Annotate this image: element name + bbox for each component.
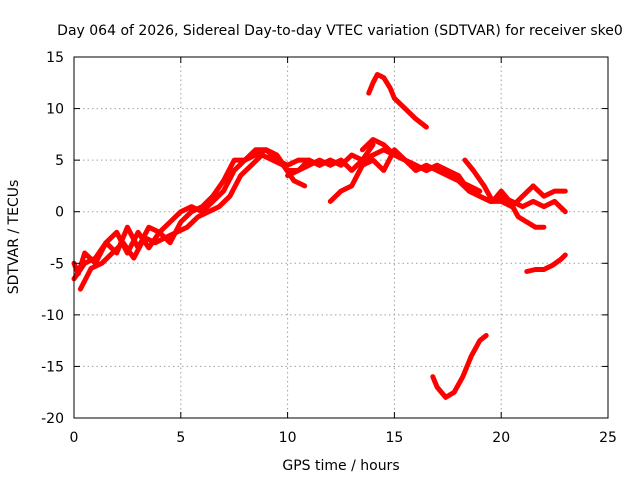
series-line-8	[366, 72, 429, 130]
series-line-7	[462, 157, 547, 230]
y-tick-label: -5	[50, 256, 64, 272]
x-tick-label: 0	[70, 430, 79, 446]
y-tick-label: -20	[41, 411, 64, 427]
y-tick-label: 0	[55, 205, 64, 221]
grid-lines	[74, 57, 608, 418]
axis-ticks	[73, 56, 609, 419]
x-tick-label: 25	[599, 430, 617, 446]
y-tick-label: 15	[46, 50, 64, 66]
x-tick-label: 20	[492, 430, 510, 446]
y-tick-label: -10	[41, 308, 64, 324]
x-axis-tick-labels: 0 5 10 15 20 25	[70, 430, 617, 446]
series-line-5	[327, 147, 568, 215]
series-layer	[71, 72, 568, 400]
x-tick-label: 10	[279, 430, 297, 446]
series-line-6	[359, 137, 568, 210]
x-tick-label: 5	[176, 430, 185, 446]
x-axis-label: GPS time / hours	[282, 458, 399, 474]
x-tick-label: 15	[385, 430, 403, 446]
series-line-10	[524, 252, 568, 274]
series-line-3	[77, 152, 308, 292]
chart-title: Day 064 of 2026, Sidereal Day-to-day VTE…	[57, 23, 623, 39]
y-axis-tick-labels: -20 -15 -10 -5 0 5 10 15	[41, 50, 64, 427]
y-tick-label: 10	[46, 102, 64, 118]
y-tick-label: 5	[55, 153, 64, 169]
y-axis-label: SDTVAR / TECUs	[6, 180, 22, 295]
series-line-9	[430, 333, 489, 400]
plot-frame	[73, 56, 609, 419]
y-tick-label: -15	[41, 359, 64, 375]
